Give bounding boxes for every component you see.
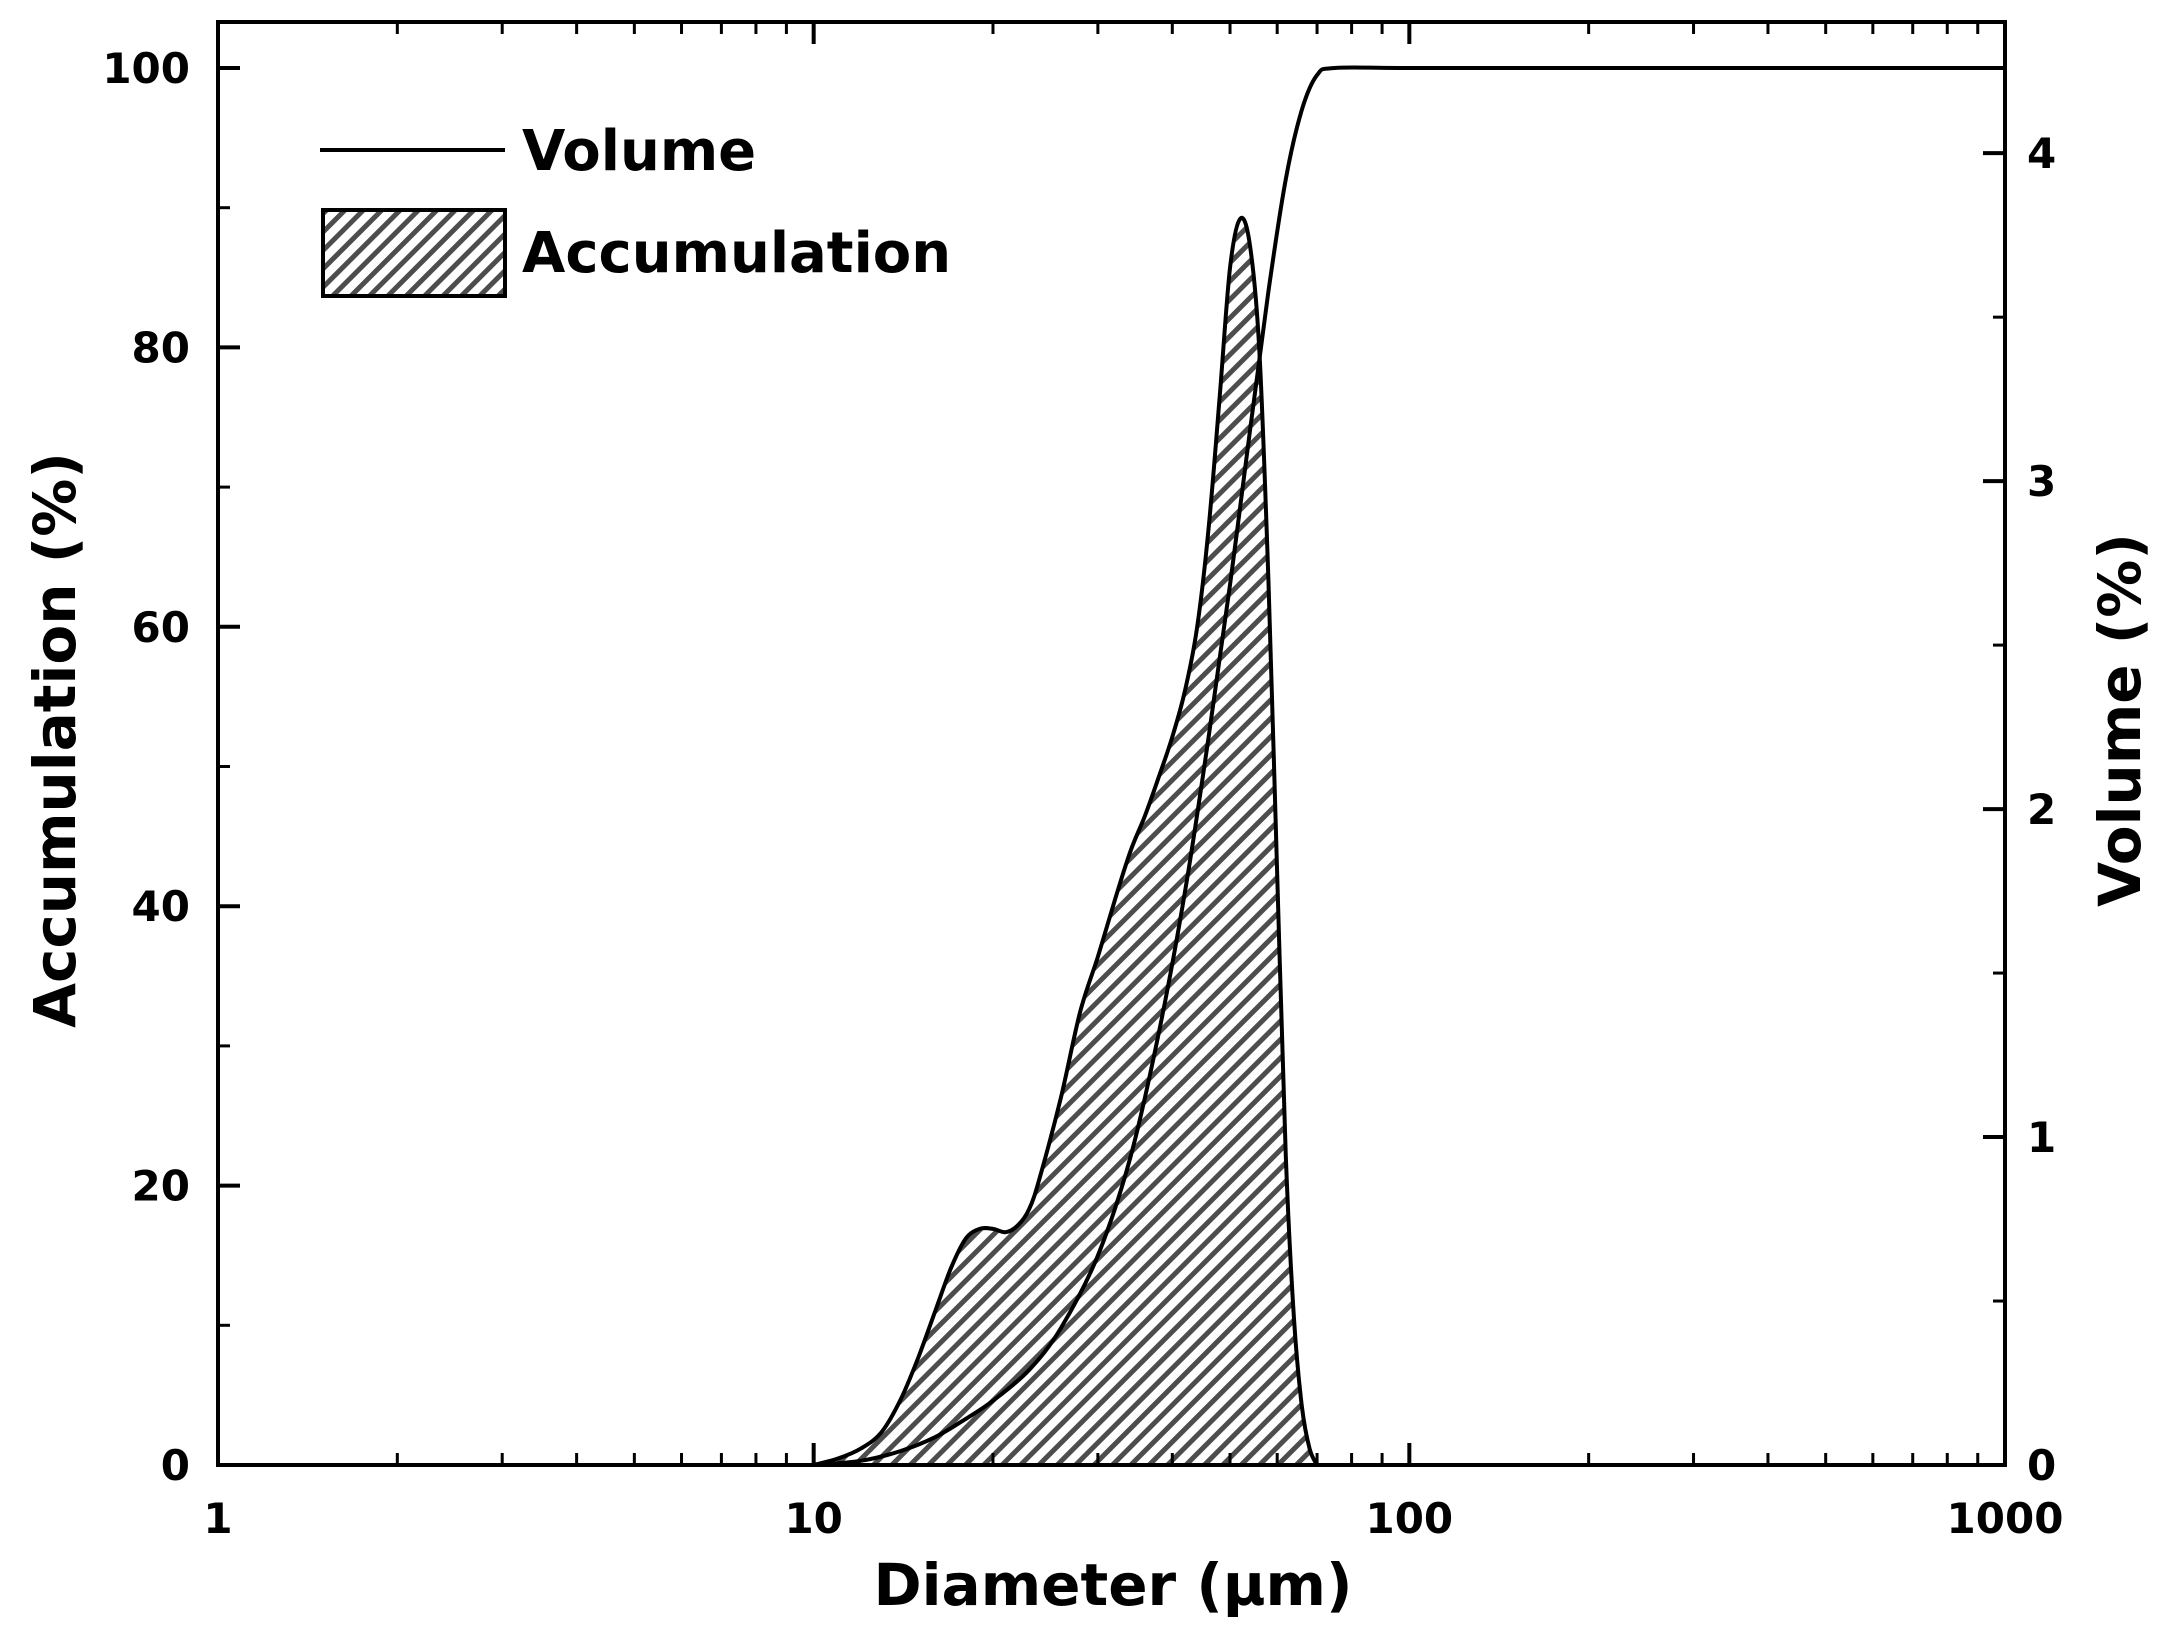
y-left-tick-label: 60 [132, 603, 190, 652]
plot-area [811, 65, 2005, 1467]
y-right-tick-label: 1 [2027, 1113, 2056, 1162]
legend-accumulation-label: Accumulation [522, 221, 951, 286]
x-axis-title: Diameter (µm) [874, 1551, 1353, 1619]
volume-series-line [813, 65, 2005, 1467]
left-y-axis-title: Accumulation (%) [21, 452, 89, 1028]
right-y-axis-title: Volume (%) [2086, 533, 2154, 907]
x-tick-label: 1000 [1947, 1494, 2064, 1543]
y-left-tick-label: 100 [102, 44, 190, 93]
legend: Volume Accumulation [320, 119, 951, 298]
y-left-tick-label: 40 [132, 882, 190, 931]
y-right-tick-label: 4 [2027, 129, 2056, 178]
y-left-tick-label: 0 [161, 1441, 190, 1490]
y-right-tick-label: 0 [2027, 1441, 2056, 1490]
y-left-tick-label: 80 [132, 323, 190, 372]
y-right-tick-label: 2 [2027, 785, 2056, 834]
right-y-axis-ticks: 0 1 2 3 4 [1983, 129, 2056, 1490]
left-y-axis-ticks: 0 20 40 60 80 100 [102, 44, 240, 1490]
x-tick-label: 10 [784, 1494, 842, 1543]
x-axis-ticks: 1 10 100 1000 [203, 22, 2063, 1543]
legend-accumulation-swatch [321, 208, 507, 298]
plot-frame [216, 20, 2007, 1467]
y-right-tick-label: 3 [2027, 457, 2056, 506]
accumulation-series-area [811, 215, 1320, 1467]
legend-volume-label: Volume [522, 119, 756, 184]
x-tick-label: 100 [1365, 1494, 1453, 1543]
y-left-tick-label: 20 [132, 1162, 190, 1211]
x-tick-label: 1 [203, 1494, 232, 1543]
